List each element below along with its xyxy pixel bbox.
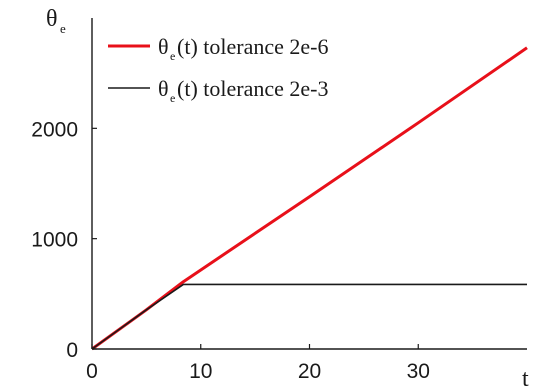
y-axis-label-sub: e xyxy=(60,21,66,36)
y-axis-label: θ xyxy=(46,6,58,32)
legend-entry-1: θ e (t) tolerance 2e-6 xyxy=(108,34,328,63)
x-tick-label: 0 xyxy=(86,360,98,383)
y-tick-label: 0 xyxy=(66,339,78,362)
x-tick-label: 10 xyxy=(189,360,212,383)
y-axis-label-base: θ xyxy=(46,6,58,32)
series-line-2 xyxy=(92,284,527,349)
y-tick-label: 2000 xyxy=(31,118,78,141)
x-axis-label: t xyxy=(522,366,529,390)
legend-entry-2: θ e (t) tolerance 2e-3 xyxy=(108,76,328,105)
legend-label-1-base: θ xyxy=(158,34,169,59)
legend-label-2-rest: (t) tolerance 2e-3 xyxy=(177,76,328,101)
x-tick-label: 20 xyxy=(298,360,321,383)
legend-label-1-rest: (t) tolerance 2e-6 xyxy=(177,34,328,59)
y-ticks: 0 1000 2000 xyxy=(31,118,97,362)
y-tick-label: 1000 xyxy=(31,229,78,252)
x-axis-label-base: t xyxy=(522,366,529,390)
x-tick-label: 30 xyxy=(407,360,430,383)
x-ticks: 0 10 20 30 xyxy=(86,344,430,383)
legend-label-2-base: θ xyxy=(158,76,169,101)
legend: θ e (t) tolerance 2e-6 θ e (t) tolerance… xyxy=(108,34,328,105)
legend-label-1-sub: e xyxy=(170,49,175,63)
legend-label-2-sub: e xyxy=(170,91,175,105)
